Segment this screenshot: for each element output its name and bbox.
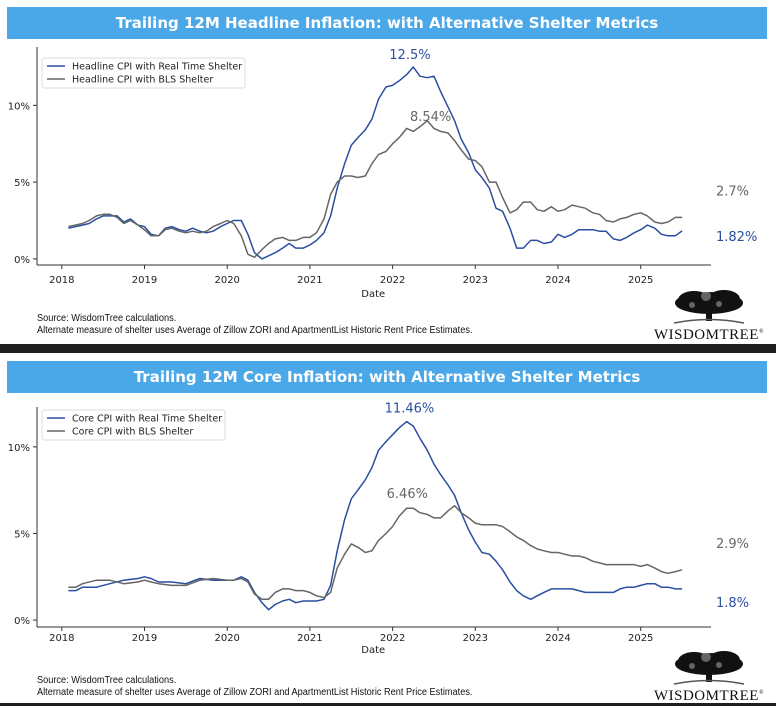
logo-wordmark-text: WISDOMTREE [653,688,759,704]
x-tick-label: 2019 [132,275,157,286]
logo-wordmark: WISDOMTREE® [653,327,765,343]
x-tick-label: 2021 [297,633,322,644]
chart-title: Trailing 12M Headline Inflation: with Al… [7,7,767,39]
y-tick-label: 5% [14,178,30,189]
headline-inflation-chart: 0% 5% 10% 2018 2019 2020 2021 2022 2023 2024 2025 D… [8,47,757,300]
chart-legend: Core CPI with Real Time Shelter Core CPI … [41,409,226,441]
chart-legend: Headline CPI with Real Time Shelter Headl… [41,57,246,89]
x-tick-label: 2025 [628,633,653,644]
logo-wordmark: WISDOMTREE® [653,688,765,704]
y-tick-label: 10% [8,443,30,454]
series-line-bls-shelter [68,504,683,601]
legend-box [41,409,226,441]
x-tick-label: 2024 [545,275,570,286]
data-annotation: 8.54% [410,110,451,125]
core-inflation-panel: Trailing 12M Core Inflation: with Altern… [0,353,776,705]
headline-inflation-panel: Trailing 12M Headline Inflation: with Al… [0,0,776,344]
tree-icon [673,651,745,685]
x-tick-label: 2020 [214,275,239,286]
tree-icon [673,290,745,324]
x-tick-label: 2019 [132,633,157,644]
source-line: Source: WisdomTree calculations. [37,675,177,686]
x-tick-label: 2023 [463,633,488,644]
data-annotation: 11.46% [385,402,435,417]
y-tick-label: 5% [14,529,30,540]
legend-label: Core CPI with Real Time Shelter [72,414,222,425]
data-annotation: 2.9% [716,537,749,552]
series-line-bls-shelter [68,119,683,259]
x-tick-label: 2018 [49,275,74,286]
x-tick-label: 2018 [49,633,74,644]
legend-label: Core CPI with BLS Shelter [72,427,193,438]
legend-label: Headline CPI with BLS Shelter [72,75,213,86]
y-tick-label: 10% [8,101,30,112]
x-tick-label: 2021 [297,275,322,286]
series-line-real-time-shelter [68,66,683,260]
x-tick-label: 2024 [545,633,570,644]
x-tick-label: 2022 [380,275,405,286]
data-annotation: 12.5% [389,48,430,63]
methodology-note: Alternate measure of shelter uses Averag… [37,325,473,336]
x-axis-label: Date [361,645,385,656]
series-line-real-time-shelter [68,420,683,611]
chart-title: Trailing 12M Core Inflation: with Altern… [7,361,767,393]
core-inflation-chart: 0% 5% 10% 2018 2019 2020 2021 2022 2023 2024 2025 D… [8,402,749,656]
logo-wordmark-text: WISDOMTREE [653,327,759,343]
x-tick-label: 2023 [463,275,488,286]
x-axis-label: Date [361,289,385,300]
y-tick-label: 0% [14,255,30,266]
legend-label: Headline CPI with Real Time Shelter [72,62,242,73]
data-annotation: 2.7% [716,184,749,199]
x-tick-label: 2020 [214,633,239,644]
x-tick-label: 2025 [628,275,653,286]
source-note: Source: WisdomTree calculations. Alterna… [37,313,472,337]
data-annotation: 1.8% [716,596,749,611]
x-tick-label: 2022 [380,633,405,644]
source-line: Source: WisdomTree calculations. [37,313,177,324]
source-note: Source: WisdomTree calculations. Alterna… [37,675,472,699]
wisdomtree-logo: WISDOMTREE® [644,647,774,705]
legend-box [41,57,246,89]
data-annotation: 6.46% [387,487,428,502]
wisdomtree-logo: WISDOMTREE® [644,286,774,344]
y-tick-label: 0% [14,616,30,627]
methodology-note: Alternate measure of shelter uses Averag… [37,687,473,698]
data-annotation: 1.82% [716,230,757,245]
